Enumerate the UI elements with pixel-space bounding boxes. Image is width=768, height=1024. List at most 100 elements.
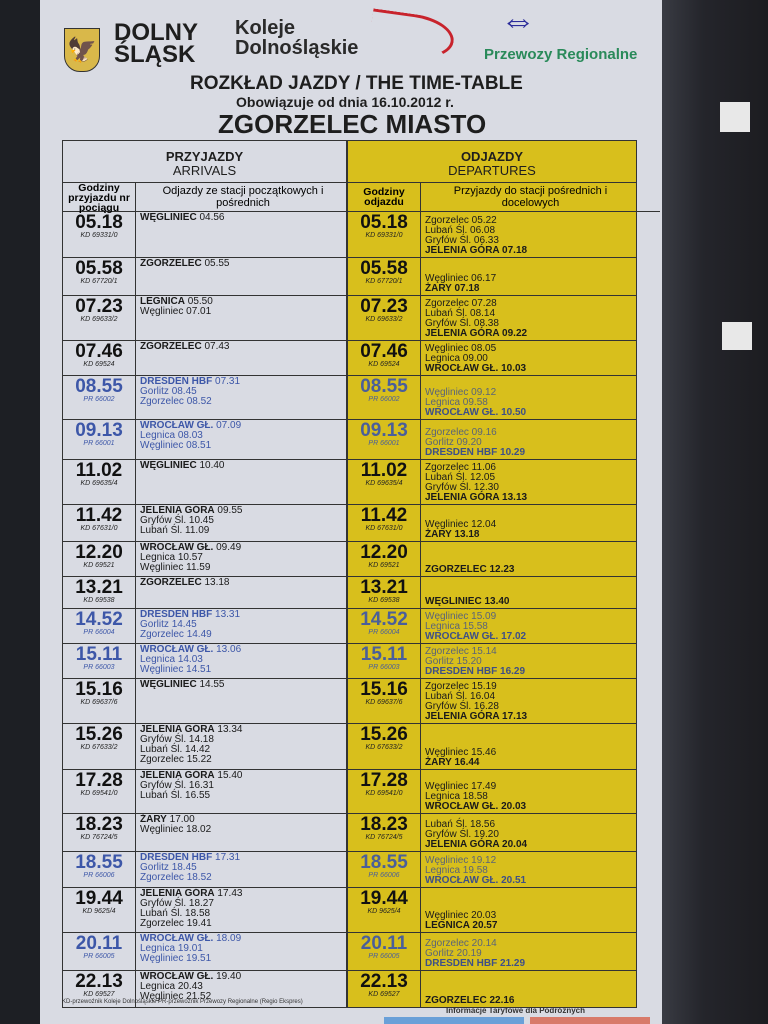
table-row: 12.20 KD 69521 WROCŁAW GŁ. 09.49 Legnica 10… xyxy=(62,542,660,577)
station-time: 17.00 xyxy=(169,814,195,825)
station-line: Lubań Śl. 11.09 xyxy=(140,526,346,536)
station-time: 10.45 xyxy=(188,515,214,526)
destination-stations: WĘGLINIEC 13.40 xyxy=(421,577,636,608)
station-line: Lubań Śl. 06.08 xyxy=(425,225,496,236)
station-time: 13.06 xyxy=(216,644,242,655)
footer-legend: KD-przewoźnik Koleje Dolnośląskie PR-prz… xyxy=(62,999,303,1005)
station-name: LEGNICA xyxy=(140,296,185,307)
station-line: Gryfów Śl. 10.45 xyxy=(140,516,346,526)
arrival-cell: 05.58 KD 67720/1 ZGORZELEC 05.55 xyxy=(62,258,347,296)
table-row: 20.11 PR 66005 WROCŁAW GŁ. 18.09 Legnica 19… xyxy=(62,933,660,971)
table-row: 15.16 KD 69637/6 WĘGLINIEC 14.55 15.16 KD 69… xyxy=(62,679,660,724)
arrivals-title: PRZYJAZDY xyxy=(165,149,244,164)
station-line: DRESDEN HBF 07.31 xyxy=(140,377,346,387)
station-time: 11.09 xyxy=(185,525,210,536)
station-line: Gorlitz 08.45 xyxy=(140,387,346,397)
station-time: 13.34 xyxy=(217,724,243,735)
station-line: WĘGLINIEC 13.40 xyxy=(425,596,510,607)
arrival-cell: 20.11 PR 66005 WROCŁAW GŁ. 18.09 Legnica 19… xyxy=(62,933,347,971)
station-line: Węgliniec 06.17 xyxy=(425,273,497,284)
station-line: JELENIA GÓRA 13.34 xyxy=(140,725,346,735)
station-line: Legnica 15.58 xyxy=(425,621,488,632)
departure-time-cell: 13.21 KD 69538 xyxy=(348,577,421,608)
table-row: 22.13 KD 69527 WROCŁAW GŁ. 19.40 Legnica 20… xyxy=(62,971,660,1008)
station-line: Lubań Śl. 16.55 xyxy=(140,791,346,801)
train-number: PR 66002 xyxy=(83,396,115,403)
station-time: 08.51 xyxy=(186,440,212,451)
train-time: 11.02 xyxy=(75,460,123,481)
train-number: KD 69527 xyxy=(368,991,400,998)
station-line: Gorlitz 18.45 xyxy=(140,863,346,873)
station-time: 20.43 xyxy=(177,981,203,992)
train-time: 15.26 xyxy=(360,724,408,745)
station-name: Gryfów Śl. xyxy=(140,898,187,909)
train-number: PR 66005 xyxy=(83,953,115,960)
departure-cell: 13.21 KD 69538 WĘGLINIEC 13.40 xyxy=(347,577,637,609)
station-time: 05.50 xyxy=(187,296,213,307)
departure-cell: 11.02 KD 69635/4 Zgorzelec 11.06 Lubań Śl. … xyxy=(347,460,637,505)
station-line: Legnica 19.58 xyxy=(425,865,488,876)
station-time: 19.40 xyxy=(216,971,242,982)
arrival-cell: 15.16 KD 69637/6 WĘGLINIEC 14.55 xyxy=(62,679,347,724)
arrival-cell: 05.18 KD 69331/0 WĘGLINIEC 04.56 xyxy=(62,212,347,258)
station-line: DRESDEN HBF 21.29 xyxy=(425,958,526,969)
station-name: ŻARY xyxy=(140,814,167,825)
station-line: WĘGLINIEC 10.40 xyxy=(140,461,346,471)
train-number: PR 66004 xyxy=(368,629,400,636)
station-line: Zgorzelec 09.16 xyxy=(425,427,497,438)
train-time: 12.20 xyxy=(75,542,123,563)
arrival-time-cell: 07.46 KD 69524 xyxy=(63,341,136,375)
station-line: Legnica 14.03 xyxy=(140,655,346,665)
origin-stations: LEGNICA 05.50 Węgliniec 07.01 xyxy=(136,296,346,340)
train-time: 18.23 xyxy=(75,814,123,835)
station-time: 18.52 xyxy=(186,872,212,883)
station-line: Gorlitz 14.45 xyxy=(140,620,346,630)
train-time: 07.46 xyxy=(75,341,123,362)
destination-stations: Zgorzelec 15.19 Lubań Śl. 16.04 Gryfów Śl.… xyxy=(421,679,636,723)
train-number: PR 66006 xyxy=(368,872,400,879)
station-name: Gorlitz xyxy=(140,619,169,630)
origin-stations: JELENIA GÓRA 13.34 Gryfów Śl. 14.18 Lubań … xyxy=(136,724,346,769)
station-time: 18.27 xyxy=(188,898,214,909)
station-name: Legnica xyxy=(140,943,176,954)
station-name: JELENIA GÓRA xyxy=(140,770,215,781)
train-number: KD 69637/6 xyxy=(80,699,118,706)
station-name: Zgorzelec xyxy=(140,754,184,765)
station-time: 05.55 xyxy=(204,258,230,269)
station-name: DRESDEN HBF xyxy=(140,852,213,863)
station-line: Węgliniec 14.51 xyxy=(140,665,346,675)
train-number: KD 9625/4 xyxy=(82,908,116,915)
tariff-box xyxy=(530,1017,650,1024)
station-line: JELENIA GÓRA 09.22 xyxy=(425,328,528,339)
station-line: WROCŁAW GŁ. 20.03 xyxy=(425,801,527,812)
train-number: KD 67633/2 xyxy=(365,744,403,751)
train-time: 18.23 xyxy=(360,814,408,835)
departures-title-en: DEPARTURES xyxy=(448,163,536,178)
arrival-time-cell: 12.20 KD 69521 xyxy=(63,542,136,576)
station-time: 09.55 xyxy=(217,505,243,516)
departure-time-cell: 14.52 PR 66004 xyxy=(348,609,421,643)
station-time: 10.57 xyxy=(177,552,203,563)
origin-stations: DRESDEN HBF 17.31 Gorlitz 18.45 Zgorzelec … xyxy=(136,852,346,887)
station-line: Legnica 09.58 xyxy=(425,397,488,408)
station-time: 08.52 xyxy=(186,396,212,407)
station-line: Węgliniec 15.09 xyxy=(425,611,497,622)
station-line: DRESDEN HBF 13.31 xyxy=(140,610,346,620)
origin-stations: ZGORZELEC 07.43 xyxy=(136,341,346,375)
arrival-cell: 07.46 KD 69524 ZGORZELEC 07.43 xyxy=(62,341,347,376)
departure-cell: 07.46 KD 69524 Węgliniec 08.05 Legnica 09.0… xyxy=(347,341,637,376)
station-time: 08.03 xyxy=(177,430,203,441)
departure-cell: 08.55 PR 66002 Węgliniec 09.12 Legnica 09.5… xyxy=(347,376,637,420)
station-time: 14.51 xyxy=(186,664,212,675)
train-time: 15.11 xyxy=(360,644,408,665)
destination-stations: Węgliniec 06.17 ŻARY 07.18 xyxy=(421,258,636,295)
station-line: WROCŁAW GŁ. 10.03 xyxy=(425,363,527,374)
arrivals-header: PRZYJAZDY ARRIVALS Godziny przyjazdu nr p… xyxy=(62,140,347,213)
origin-stations: JELENIA GÓRA 09.55 Gryfów Śl. 10.45 Lubań … xyxy=(136,505,346,541)
train-time: 09.13 xyxy=(75,420,123,441)
destination-stations: Węgliniec 15.46 ŻARY 16.44 xyxy=(421,724,636,769)
destination-stations: Lubań Śl. 18.56 Gryfów Śl. 19.20 JELENIA G… xyxy=(421,814,636,851)
logo-przewozy-regionalne: Przewozy Regionalne xyxy=(484,46,638,63)
arrival-cell: 07.23 KD 69633/2 LEGNICA 05.50 Węgliniec 07… xyxy=(62,296,347,341)
station-line: JELENIA GÓRA 13.13 xyxy=(425,492,528,503)
